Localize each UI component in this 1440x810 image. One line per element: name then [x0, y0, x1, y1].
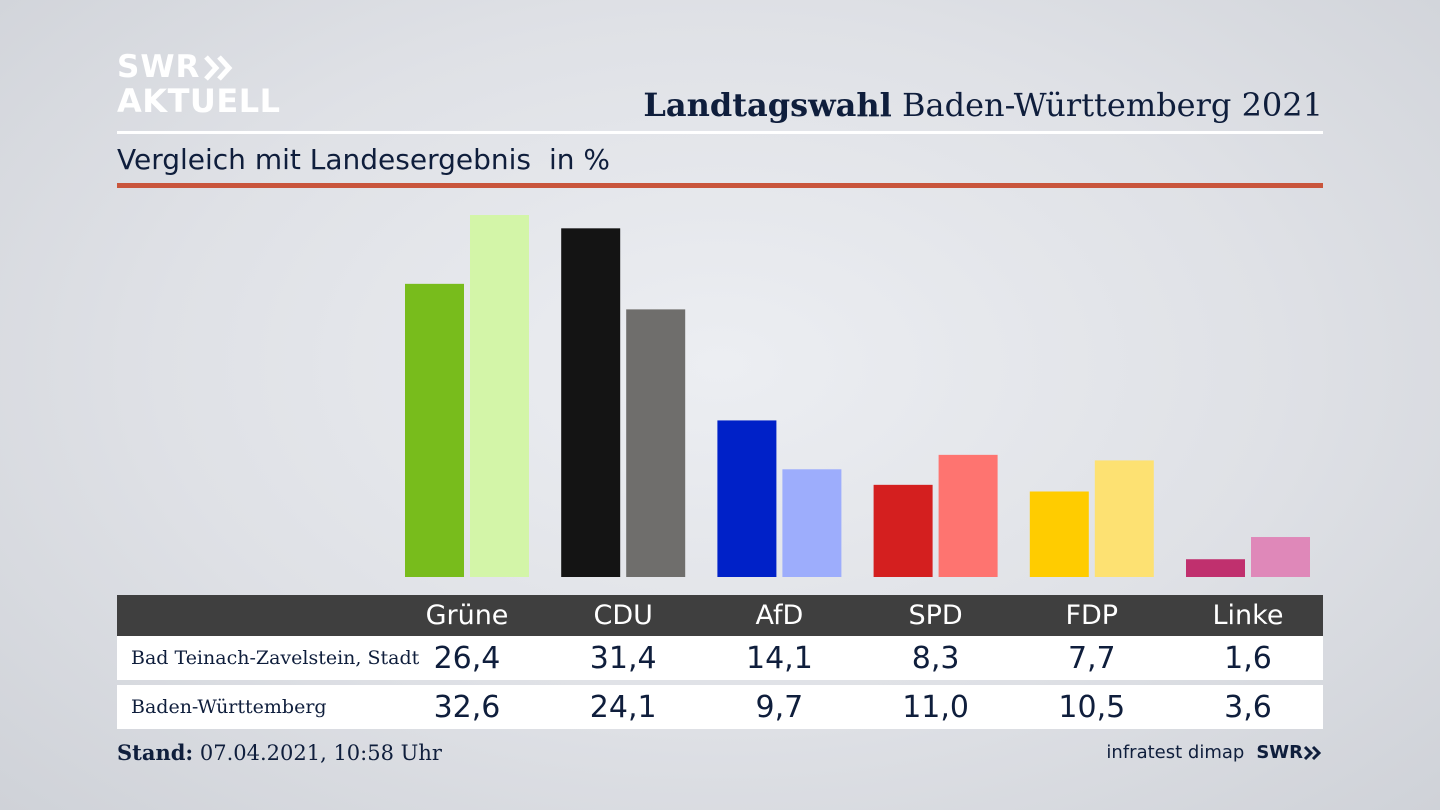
- column-header-fdp: FDP: [1065, 600, 1119, 631]
- bar-cdu-state: [626, 309, 686, 577]
- title-rest: Baden-Württemberg 2021: [891, 86, 1323, 124]
- subtitle-unit: in %: [548, 143, 611, 176]
- swr-small-logo: SWR: [1256, 742, 1323, 763]
- column-header-afd: AfD: [755, 600, 804, 631]
- value-cell-fdp: 10,5: [1058, 689, 1126, 725]
- table-row-local: Bad Teinach-Zavelstein, Stadt 26,4 31,4 14…: [117, 636, 1323, 680]
- bar-linke-local: [1186, 559, 1245, 577]
- bar-afd-state: [782, 469, 842, 577]
- swr-small-text: SWR: [1256, 742, 1303, 763]
- value-cell-fdp: 7,7: [1067, 640, 1116, 676]
- logo-swr: SWR: [117, 49, 201, 85]
- subtitle-divider: [117, 183, 1323, 188]
- bar-grüne-local: [405, 283, 464, 577]
- title-bold: Landtagswahl: [643, 86, 892, 124]
- source-label: infratest dimap: [1106, 742, 1245, 763]
- bar-spd-local: [873, 484, 933, 577]
- bar-grüne-state: [470, 215, 529, 577]
- row-label: Bad Teinach-Zavelstein, Stadt: [131, 647, 420, 669]
- bar-spd-state: [938, 454, 998, 577]
- chart-subtitle: Vergleich mit Landesergebnis in %: [117, 143, 610, 176]
- bar-fdp-state: [1094, 460, 1154, 577]
- bar-fdp-local: [1029, 491, 1089, 577]
- title-divider: [117, 131, 1323, 134]
- results-table: Grüne CDU AfD SPD FDP Linke Bad Teinach-Zavel…: [117, 595, 1323, 729]
- value-cell-spd: 8,3: [911, 640, 960, 676]
- stand-label: Stand:: [117, 740, 194, 765]
- bar-linke-state: [1251, 537, 1310, 577]
- swr-aktuell-logo: SWR AKTUELL: [117, 49, 281, 120]
- value-cell-cdu: 31,4: [589, 640, 657, 676]
- stand-value: 07.04.2021, 10:58 Uhr: [193, 741, 442, 765]
- column-header-linke: Linke: [1212, 600, 1284, 631]
- subtitle-text: Vergleich mit Landesergebnis: [117, 143, 531, 176]
- row-label: Baden-Württemberg: [131, 696, 327, 718]
- value-cell-grüne: 26,4: [433, 640, 501, 676]
- logo-aktuell: AKTUELL: [117, 82, 281, 120]
- source-credit: infratest dimap SWR: [1106, 742, 1323, 763]
- value-cell-linke: 1,6: [1224, 640, 1272, 676]
- double-chevron-icon: [1303, 745, 1322, 760]
- value-cell-linke: 3,6: [1224, 689, 1272, 725]
- value-cell-cdu: 24,1: [589, 689, 657, 725]
- value-cell-afd: 14,1: [745, 640, 813, 676]
- column-header-spd: SPD: [908, 600, 963, 631]
- page-title: Landtagswahl Baden-Württemberg 2021: [643, 86, 1323, 124]
- bar-afd-local: [717, 420, 777, 577]
- value-cell-spd: 11,0: [902, 689, 969, 725]
- column-header-cdu: CDU: [593, 600, 653, 631]
- value-cell-grüne: 32,6: [433, 689, 501, 725]
- bar-chart: [405, 215, 1310, 578]
- timestamp: Stand: 07.04.2021, 10:58 Uhr: [117, 740, 442, 765]
- table-row-state: Baden-Württemberg 32,6 24,1 9,7 11,0 10,5 3,6: [117, 685, 1323, 729]
- column-header-grüne: Grüne: [425, 600, 509, 631]
- double-chevron-icon: [204, 54, 233, 81]
- value-cell-afd: 9,7: [755, 689, 804, 725]
- bar-cdu-local: [561, 228, 621, 578]
- table-header: Grüne CDU AfD SPD FDP Linke: [117, 595, 1323, 636]
